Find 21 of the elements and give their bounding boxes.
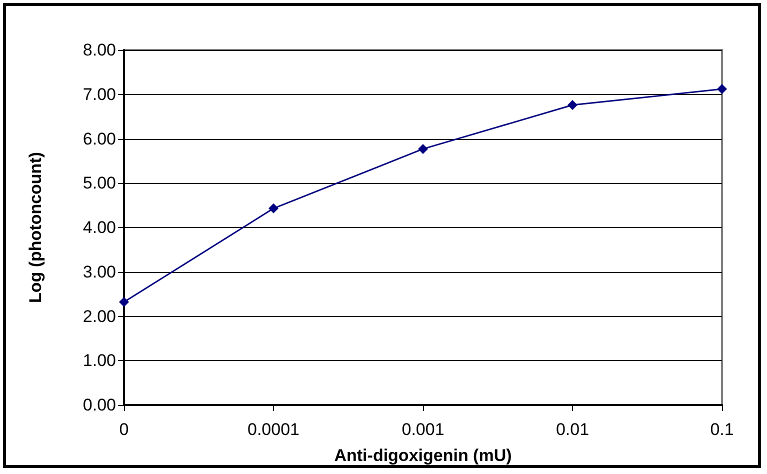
y-tick-label: 8.00 <box>82 40 116 60</box>
y-tick-label: 5.00 <box>82 174 116 193</box>
x-tick-label: 0.01 <box>556 420 590 439</box>
y-tick-label: 1.00 <box>82 351 116 370</box>
y-tick-label: 6.00 <box>82 129 116 148</box>
point <box>119 297 129 308</box>
y-axis-title: Log (photoncount) <box>26 152 45 304</box>
point <box>568 100 578 110</box>
x-tick-label: 0.1 <box>710 420 734 439</box>
x-axis-title: Anti-digoxigenin (mU) <box>334 446 512 465</box>
x-tick-label: 0 <box>119 420 129 439</box>
point <box>268 203 278 214</box>
y-tick-label: 0.00 <box>82 396 116 414</box>
x-tick-label: 0.0001 <box>248 420 300 439</box>
y-tick-label: 4.00 <box>82 218 116 237</box>
y-tick-label: 3.00 <box>82 262 116 282</box>
x-tick-label: 0.001 <box>402 420 444 439</box>
y-tick-label: 2.00 <box>82 306 116 326</box>
point <box>717 84 727 94</box>
y-tick-label: 7.00 <box>82 84 116 104</box>
point <box>418 144 428 154</box>
